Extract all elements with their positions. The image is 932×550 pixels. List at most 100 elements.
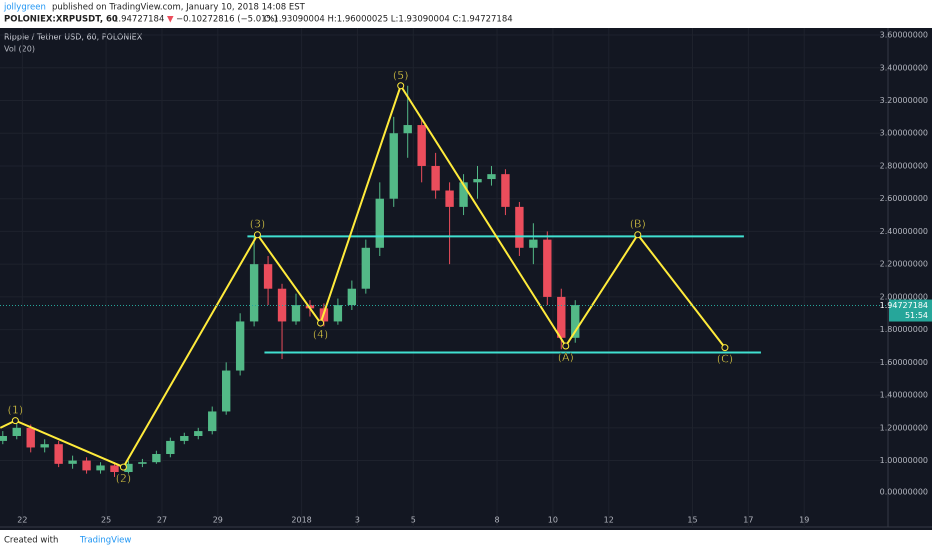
candle-body: [194, 431, 203, 437]
wave-point: [562, 342, 570, 350]
change: −0.10272816 (−5.01%): [176, 15, 278, 25]
y-tick-label: 2.20000000: [880, 260, 928, 269]
x-tick-label: 22: [17, 516, 27, 525]
candle-body: [445, 190, 454, 207]
candle-body: [152, 454, 161, 463]
symbol: POLONIEX:XRPUSDT, 60: [4, 15, 118, 25]
footer-bg: [0, 530, 932, 550]
candle-body: [208, 411, 217, 432]
wave-point: [721, 344, 729, 352]
wave-label: (1): [8, 404, 24, 417]
wave-label: (3): [250, 218, 266, 231]
y-tick-label: 2.00000000: [880, 292, 928, 301]
x-tick-label: 12: [604, 516, 614, 525]
x-tick-label: 8: [495, 516, 500, 525]
candle-body: [166, 440, 175, 455]
wave-point: [119, 463, 127, 471]
candle-body: [347, 288, 357, 306]
wave-label: (2): [116, 472, 132, 485]
candle-body: [333, 305, 343, 322]
y-tick-label: 3.00000000: [880, 129, 928, 138]
wave-point: [317, 319, 325, 327]
wave-point: [634, 231, 642, 239]
x-tick-label: 3: [355, 516, 360, 525]
candle-body: [473, 179, 482, 183]
candle-body: [529, 239, 538, 248]
chart-bg: [0, 28, 932, 530]
last-price-box: [889, 299, 932, 322]
x-tick-label: 17: [743, 516, 753, 525]
wave-label: (C): [717, 353, 733, 366]
published: published on TradingView.com, January 10…: [52, 3, 306, 13]
y-tick-label: 2.40000000: [880, 227, 928, 236]
candle-body: [557, 296, 566, 338]
candle-body: [431, 165, 440, 191]
candle-body: [487, 174, 496, 180]
x-tick-label: 27: [157, 516, 167, 525]
ohlc: O:1.93090004 H:1.96000025 L:1.93090004 C…: [264, 15, 513, 25]
wave-label: (4): [313, 328, 329, 341]
candle-body: [417, 125, 426, 166]
x-tick-label: 10: [548, 516, 558, 525]
y-tick-label: 1.20000000: [880, 423, 928, 432]
candle-body: [515, 206, 524, 248]
y-tick-label: 1.80000000: [880, 325, 928, 334]
y-tick-label: 2.60000000: [880, 194, 928, 203]
candle-body: [543, 239, 552, 297]
x-tick-label: 29: [213, 516, 223, 525]
candle-body: [0, 436, 7, 441]
wave-point: [253, 231, 261, 239]
candle-body: [26, 427, 35, 448]
x-tick-label: 5: [411, 516, 416, 525]
wave-label: (5): [393, 69, 409, 82]
y-tick-label: 3.60000000: [880, 31, 928, 40]
last: 1.94727184: [113, 15, 164, 25]
candle-body: [361, 247, 370, 289]
y-tick-label: 3.20000000: [880, 96, 928, 105]
indicator: Vol (20): [4, 45, 35, 54]
candle-body: [249, 264, 259, 322]
y-tick-label: 1.60000000: [880, 358, 928, 367]
y-tick-label: 3.40000000: [880, 63, 928, 72]
candle-body: [54, 444, 63, 464]
candle-body: [96, 465, 105, 471]
candle-body: [571, 305, 580, 338]
candle-body: [40, 444, 49, 448]
chart-title: Ripple / Tether USD, 60, POLONIEX: [4, 33, 143, 42]
candle-body: [263, 264, 273, 289]
arrow: ▼: [167, 15, 174, 25]
wave-point: [397, 82, 405, 90]
y-tick-label: 2.80000000: [880, 161, 928, 170]
author[interactable]: jollygreen: [3, 3, 46, 13]
candle-body: [222, 370, 231, 412]
y-tick-label: 1.00000000: [880, 456, 928, 465]
volume-zero-label: 0.00000000: [880, 488, 928, 497]
candle-body: [403, 125, 412, 134]
x-tick-label: 25: [101, 516, 111, 525]
candle-body: [12, 427, 21, 437]
x-tick-label: 15: [687, 516, 697, 525]
candle-body: [375, 198, 384, 248]
candle-body: [138, 462, 147, 464]
candle-body: [180, 436, 189, 441]
wave-label: (A): [558, 351, 574, 364]
x-tick-label: 2018: [291, 516, 311, 525]
candle-body: [68, 460, 77, 464]
candle-body: [235, 321, 245, 371]
candle-body: [459, 182, 468, 207]
created: Created with: [4, 536, 58, 546]
candle-body: [110, 465, 119, 473]
candle-body: [291, 305, 301, 322]
candle-body: [124, 463, 133, 473]
candle-body: [82, 460, 91, 471]
wave-label: (B): [630, 218, 646, 231]
last-price-label: 1.94727184: [880, 301, 928, 310]
y-tick-label: 1.40000000: [880, 391, 928, 400]
brand[interactable]: TradingView: [79, 536, 131, 546]
x-tick-label: 19: [799, 516, 809, 525]
header-bg: [0, 0, 932, 28]
wave-point: [11, 417, 19, 425]
candle-body: [501, 174, 510, 207]
candle-body: [389, 133, 398, 199]
